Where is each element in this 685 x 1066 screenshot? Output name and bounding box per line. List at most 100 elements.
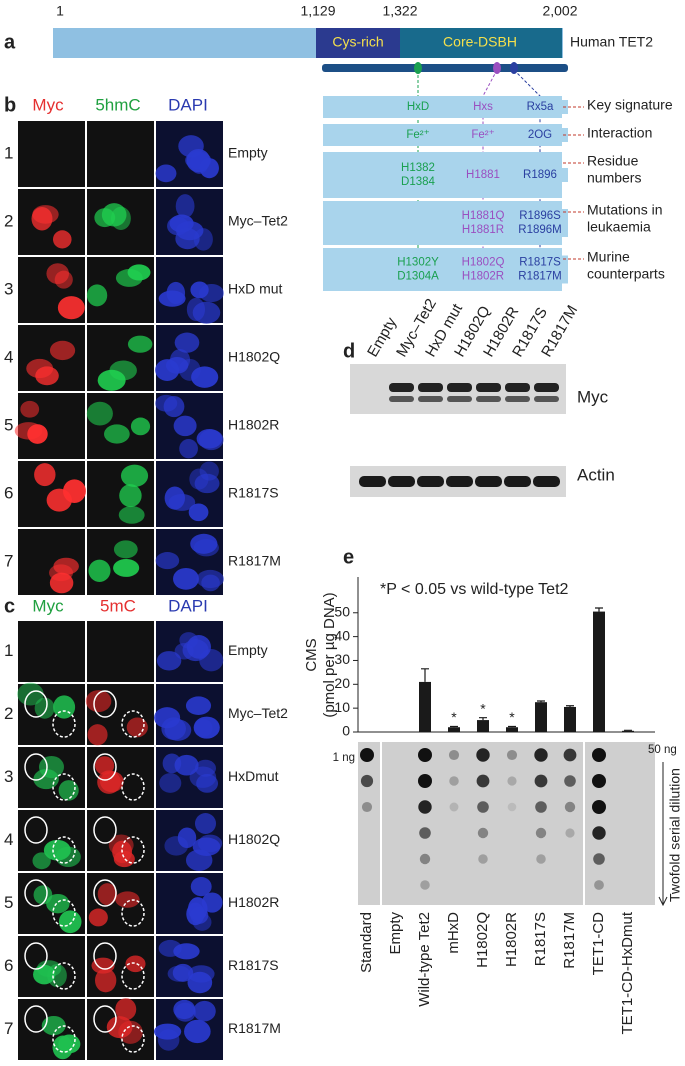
row-label: Myc–Tet2: [228, 705, 288, 721]
position-label: 1,129: [300, 3, 335, 19]
row-number: 4: [4, 830, 13, 849]
blot-dot: [449, 776, 459, 786]
nucleus: [189, 766, 217, 788]
nucleus: [87, 724, 108, 746]
significance: *: [509, 709, 515, 725]
nucleus: [174, 332, 200, 353]
outline: [24, 690, 48, 718]
y-tick-label: 0: [342, 723, 350, 739]
row-label: Interaction: [587, 125, 652, 141]
blot-dot: [564, 775, 576, 787]
column-header: DAPI: [168, 596, 208, 615]
blot-dot: [534, 748, 548, 762]
significance: *: [451, 709, 457, 725]
nucleus: [193, 1000, 216, 1022]
nucleus: [58, 910, 82, 934]
cell-bg: [512, 128, 568, 142]
cell-bg: [455, 255, 511, 270]
nucleus: [20, 400, 40, 418]
row-number: 2: [4, 704, 13, 723]
row-label: H1802Q: [228, 349, 280, 365]
outline: [93, 753, 117, 781]
outline: [24, 879, 48, 907]
nucleus: [106, 1016, 133, 1039]
blot-dot: [360, 748, 374, 762]
bar: [564, 706, 576, 732]
bar: [622, 730, 634, 732]
blot-dot: [565, 828, 575, 838]
outline: [121, 836, 145, 864]
blot-dot: [448, 749, 460, 761]
cell-bg: [390, 269, 446, 284]
y-axis-label: CMS: [303, 638, 320, 671]
y-tick-label: 30: [334, 651, 350, 667]
nucleus: [85, 690, 112, 713]
blot-dot: [536, 854, 546, 864]
row-label: leukaemia: [587, 219, 651, 235]
outline: [121, 899, 145, 927]
blot-dot: [506, 749, 518, 761]
blot-dot: [507, 776, 517, 786]
nucleus: [186, 148, 211, 173]
blot-dot: [563, 748, 577, 762]
nucleus: [127, 264, 151, 281]
x-tick-label: R1817S: [532, 912, 549, 966]
nucleus: [113, 558, 140, 577]
nucleus: [190, 281, 209, 299]
row-label: R1817M: [228, 553, 281, 569]
band: [417, 476, 444, 487]
bar: [593, 611, 605, 732]
row-label: H1802Q: [228, 831, 280, 847]
band: [418, 383, 443, 392]
row-number: 2: [4, 211, 13, 230]
nucleus: [179, 439, 198, 459]
nucleus: [187, 897, 208, 921]
outline: [121, 962, 145, 990]
nucleus: [88, 559, 111, 582]
nucleus: [27, 424, 48, 444]
protein-name: Human TET2: [570, 34, 653, 50]
column-header: 5hmC: [95, 95, 140, 114]
nucleus: [35, 366, 59, 386]
row-number: 7: [4, 1019, 13, 1038]
cell-text: Hxs: [473, 101, 493, 113]
nucleus: [119, 484, 142, 508]
nucleus: [167, 216, 189, 236]
cell-text: H1881Q: [462, 210, 505, 222]
outline: [121, 773, 145, 801]
bar: [506, 727, 518, 732]
nucleus: [115, 998, 137, 1021]
band: [418, 396, 443, 402]
bar: [477, 720, 489, 732]
nucleus: [36, 960, 62, 978]
nucleus: [191, 366, 219, 388]
cell-text: H1302Y: [397, 257, 439, 269]
outline: [93, 1005, 117, 1033]
cell-text: R1817S: [519, 257, 561, 269]
row-number: 4: [4, 347, 13, 366]
nucleus: [130, 417, 151, 436]
error-bar: [566, 705, 574, 707]
y-tick-label: 40: [334, 627, 350, 643]
x-tick-label: mHxD: [445, 912, 462, 954]
error-bar: [421, 668, 429, 682]
outline: [121, 710, 145, 738]
micrograph: [18, 621, 85, 682]
row-number: 3: [4, 767, 13, 786]
site-marker: [493, 62, 501, 74]
band-label: Myc: [577, 387, 609, 406]
blot-dot: [507, 802, 517, 812]
row-label: Mutations in: [587, 202, 662, 218]
nucleus: [34, 463, 56, 487]
nucleus: [57, 296, 85, 320]
row-label: H1802R: [228, 894, 279, 910]
band: [389, 383, 414, 392]
band: [476, 396, 501, 402]
blot-dot: [592, 774, 606, 788]
row-label: Key signature: [587, 97, 673, 113]
domain-cys: [316, 28, 400, 58]
x-tick-label: TET1-CD-HxDmut: [619, 911, 636, 1034]
row-number: 5: [4, 415, 13, 434]
band: [476, 383, 501, 392]
y-tick-label: 10: [334, 699, 350, 715]
